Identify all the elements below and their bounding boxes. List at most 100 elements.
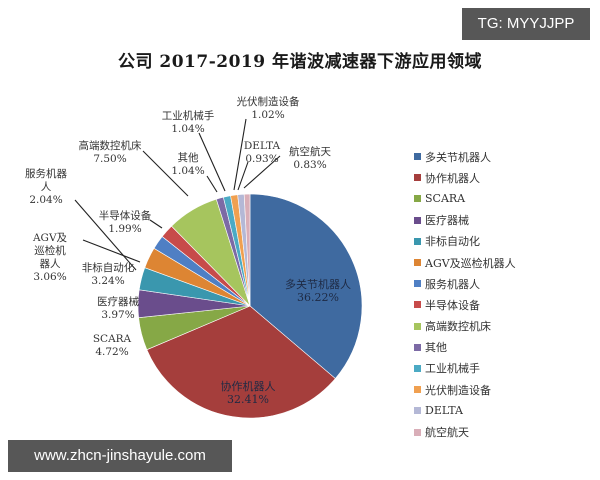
pie-label-name: 其他	[177, 152, 199, 164]
legend-label: 工业机械手	[425, 362, 480, 376]
legend-swatch	[414, 153, 421, 161]
legend-swatch	[414, 301, 421, 309]
legend-label: 非标自动化	[425, 235, 480, 249]
leader-line	[149, 219, 163, 229]
legend-swatch	[414, 174, 421, 182]
pie-label-name: 多关节机器人	[285, 278, 351, 291]
pie-label-value: 1.04%	[171, 165, 205, 177]
pie-label-name: 医疗器械	[97, 296, 139, 308]
pie-label-name: SCARA	[92, 333, 132, 345]
legend-swatch	[414, 407, 421, 415]
leader-line	[237, 161, 249, 191]
pie-label-value: 1.04%	[171, 123, 205, 135]
legend-item: 非标自动化	[414, 231, 516, 252]
leader-line	[206, 175, 218, 193]
watermark-bottom: www.zhcn-jinshayule.com	[8, 440, 232, 472]
pie-label: 其他 1.04%	[171, 152, 204, 178]
legend-item: DELTA	[414, 400, 516, 421]
pie-label: 医疗器械 3.97%	[97, 296, 139, 322]
pie-label: 非标自动化 3.24%	[82, 262, 135, 288]
legend-swatch	[414, 428, 421, 436]
pie-label: 航空航天 0.83%	[289, 146, 331, 172]
legend-swatch	[414, 259, 421, 267]
pie-label: 高端数控机床 7.50%	[79, 140, 142, 166]
watermark-top: TG: MYYJJPP	[462, 8, 590, 40]
legend-swatch	[414, 195, 421, 203]
legend-swatch	[414, 237, 421, 245]
legend-label: SCARA	[425, 192, 466, 206]
legend-label: 光伏制造设备	[425, 383, 491, 397]
pie-label: 半导体设备 1.99%	[99, 210, 152, 236]
pie-label: DELTA 0.93%	[244, 140, 280, 166]
legend-label: 半导体设备	[425, 298, 480, 312]
leader-line	[233, 118, 247, 191]
pie-label-value: 3.97%	[101, 309, 135, 321]
pie-label: 光伏制造设备 1.02%	[237, 96, 300, 122]
pie-label: 多关节机器人 36.22%	[285, 278, 351, 304]
pie-label-value: 3.06%	[33, 271, 67, 283]
pie-label: SCARA 4.72%	[93, 333, 131, 359]
pie-label-value: 32.41%	[227, 393, 269, 406]
pie-label-value: 0.93%	[245, 153, 279, 165]
leader-line	[82, 239, 141, 263]
legend-label: 其他	[425, 341, 447, 355]
legend-label: 协作机器人	[425, 171, 480, 185]
legend-item: 多关节机器人	[414, 146, 516, 167]
legend: 多关节机器人协作机器人 SCARA 医疗器械非标自动化 AGV及巡检机器人 服务机器人半…	[414, 146, 516, 443]
legend-item: AGV及巡检机器人	[414, 252, 516, 273]
legend-label: 航空航天	[425, 426, 469, 440]
leader-line	[142, 150, 189, 197]
pie-label-name: 工业机械手	[161, 110, 215, 122]
legend-item: 高端数控机床	[414, 316, 516, 337]
pie-label-name: 光伏制造设备	[236, 96, 300, 108]
pie-label-value: 7.50%	[93, 153, 127, 165]
pie-label-value: 1.02%	[251, 109, 285, 121]
pie-label-value: 4.72%	[95, 346, 129, 358]
legend-swatch	[414, 280, 421, 288]
legend-swatch	[414, 216, 421, 224]
pie-label-value: 1.99%	[108, 223, 142, 235]
legend-item: 光伏制造设备	[414, 379, 516, 400]
leader-line	[74, 199, 137, 271]
legend-item: 协作机器人	[414, 167, 516, 188]
pie-label-name: 半导体设备	[98, 210, 152, 222]
leader-line	[198, 132, 226, 192]
legend-label: 服务机器人	[425, 277, 480, 291]
pie-label-value: 3.24%	[91, 275, 125, 287]
legend-item: 半导体设备	[414, 294, 516, 315]
chart-title: 公司 2017-2019 年谐波减速器下游应用领域	[117, 52, 483, 72]
pie-slice	[146, 305, 336, 419]
pie-slice	[249, 193, 363, 379]
legend-item: 航空航天	[414, 421, 516, 442]
pie-label-name: 航空航天	[289, 146, 331, 158]
legend-item: SCARA	[414, 188, 516, 209]
legend-label: AGV及巡检机器人	[425, 256, 516, 270]
legend-label: 高端数控机床	[425, 320, 491, 334]
pie-label-name: 服务机器人	[25, 168, 67, 193]
pie-label-name: AGV及 巡检机 器人	[32, 232, 68, 270]
legend-swatch	[414, 364, 421, 372]
pie-label-value: 0.83%	[293, 159, 327, 171]
pie-label-name: DELTA	[243, 140, 281, 152]
legend-item: 其他	[414, 337, 516, 358]
pie-label-value: 2.04%	[29, 194, 63, 206]
pie-label: AGV及 巡检机 器人 3.06%	[33, 232, 67, 284]
legend-item: 服务机器人	[414, 273, 516, 294]
pie-label-name: 协作机器人	[220, 380, 276, 393]
pie-label: 工业机械手 1.04%	[162, 110, 215, 136]
leader-line	[243, 155, 281, 189]
legend-label: 医疗器械	[425, 214, 469, 228]
pie-label-name: 非标自动化	[81, 262, 135, 274]
legend-item: 工业机械手	[414, 358, 516, 379]
pie-label: 协作机器人 32.41%	[221, 380, 276, 406]
legend-swatch	[414, 322, 421, 330]
pie-slice	[243, 193, 251, 307]
pie-label: 服务机器人 2.04%	[25, 168, 67, 207]
legend-label: DELTA	[425, 404, 463, 418]
pie-label-name: 高端数控机床	[78, 140, 142, 152]
pie-label-value: 36.22%	[297, 291, 339, 304]
legend-item: 医疗器械	[414, 210, 516, 231]
legend-swatch	[414, 386, 421, 394]
legend-swatch	[414, 343, 421, 351]
